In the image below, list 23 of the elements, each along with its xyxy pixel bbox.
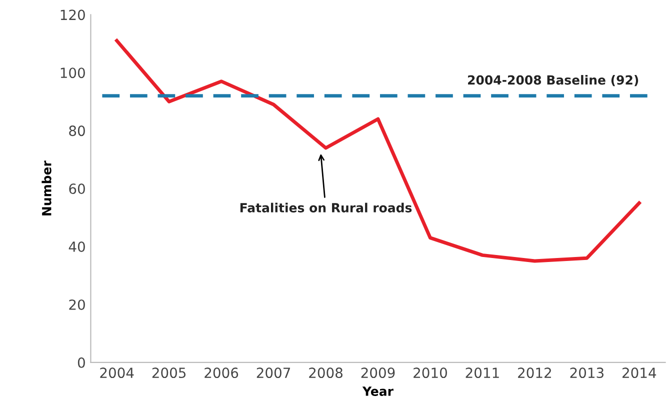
x-tick-label: 2012 [518,368,551,378]
ref-line-label: 2004-2008 Baseline (92) [468,75,638,86]
x-tick-label: 2014 [622,368,656,378]
y-tick-label: 20 [69,299,85,310]
x-tick-label: 2009 [361,368,395,378]
x-tick-label: 2007 [256,368,290,378]
y-axis-title: Number [42,160,52,216]
y-tick-label: 100 [60,68,85,78]
annotation: Fatalities on Rural roads [240,202,412,212]
y-tick-label: 120 [60,10,85,20]
x-tick-label: 2006 [204,368,238,378]
x-tick-label: 2008 [309,368,342,378]
x-tick-label: 2004 [100,368,134,378]
x-tick-label: 2005 [152,368,186,378]
x-tick-label: 2010 [414,368,447,378]
line-series [115,39,641,263]
y-tick-label: 0 [78,357,85,368]
y-tick-label: 80 [69,126,85,136]
x-tick-label: 2013 [570,368,604,378]
x-tick-label: 2011 [466,368,499,378]
y-tick-label: 40 [68,241,85,252]
y-tick-label: 60 [69,184,85,194]
x-axis-title: Year [362,386,394,396]
